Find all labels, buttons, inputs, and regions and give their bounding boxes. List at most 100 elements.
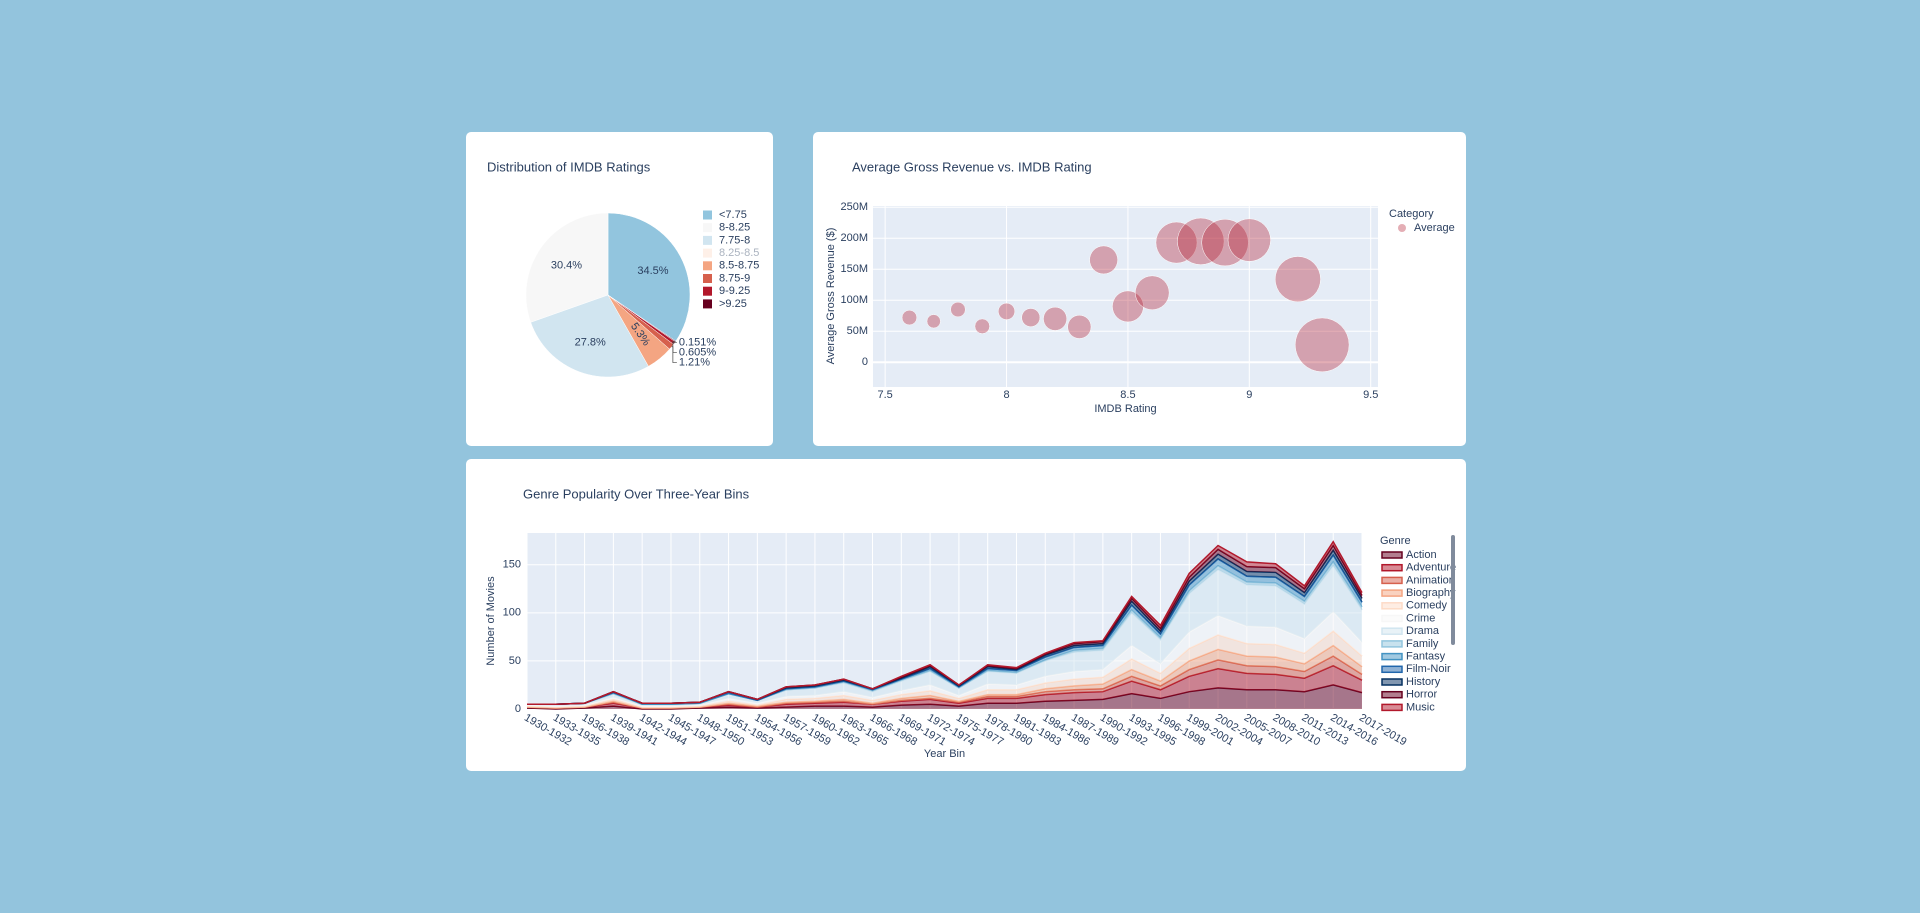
legend-label: >9.25 (719, 298, 747, 310)
chart-title: Distribution of IMDB Ratings (487, 159, 651, 174)
legend-label: 7.75-8 (719, 234, 750, 246)
bubble (1294, 317, 1350, 373)
legend-label: Adventure (1406, 562, 1456, 574)
bubble (1227, 218, 1271, 262)
y-tick-label: 250M (840, 201, 868, 213)
slice-label: 34.5% (637, 265, 668, 277)
x-tick-label: 7.5 (877, 389, 892, 401)
legend-item[interactable]: Animation (1381, 574, 1455, 586)
legend-swatch (703, 299, 712, 309)
legend-item[interactable]: Film-Noir (1381, 663, 1451, 675)
legend-label: Crime (1406, 612, 1435, 624)
legend-item[interactable]: <7.75 (703, 209, 747, 221)
legend-label: Horror (1406, 689, 1438, 701)
legend-label: History (1406, 676, 1441, 688)
legend-item[interactable]: Biography (1381, 587, 1456, 599)
slice-label: 30.4% (551, 260, 582, 272)
legend-item[interactable]: Drama (1381, 625, 1440, 637)
area-line (527, 540, 1363, 705)
legend-label: Animation (1406, 574, 1455, 586)
bubble (1155, 221, 1198, 264)
legend-title: Category (1389, 208, 1434, 220)
legend-marker (1398, 224, 1406, 232)
legend-label: Music (1406, 701, 1435, 713)
legend-swatch (1381, 602, 1403, 610)
x-tick-label: 8.5 (1120, 389, 1135, 401)
bubble (1089, 245, 1118, 275)
legend-item[interactable]: 9-9.25 (703, 285, 750, 297)
legend-scrollbar (1451, 535, 1455, 645)
legend-label: Average (1414, 222, 1455, 234)
x-tick-label: 9.5 (1363, 389, 1378, 401)
y-axis-title: Number of Movies (485, 576, 497, 666)
legend-swatch (703, 286, 712, 296)
x-tick-label: 8 (1003, 389, 1009, 401)
legend-label: Action (1406, 549, 1437, 561)
legend-swatch (1381, 563, 1403, 572)
slice-label: 0.151% (679, 336, 717, 348)
y-tick-label: 50M (847, 325, 868, 337)
legend-item[interactable]: >9.25 (703, 298, 747, 310)
area-fill (527, 684, 1362, 709)
leader-line (671, 346, 677, 363)
legend-swatch (1381, 665, 1403, 674)
leader-line (672, 341, 677, 343)
bubble (998, 302, 1016, 320)
legend-item[interactable]: Action (1381, 549, 1437, 561)
legend-swatch (1381, 627, 1403, 635)
legend-swatch (1381, 551, 1403, 559)
legend-label: 8-8.25 (719, 222, 750, 234)
x-tick-label: 9 (1246, 389, 1252, 401)
legend-item[interactable]: Adventure (1381, 562, 1456, 574)
legend-label: 8.75-9 (719, 272, 750, 284)
legend-item[interactable]: Music (1381, 701, 1435, 713)
legend-swatch (703, 248, 712, 258)
legend-swatch (1381, 690, 1403, 699)
bubble (901, 309, 918, 326)
legend-label: 8.5-8.75 (719, 260, 759, 272)
legend-label: <7.75 (719, 209, 747, 221)
y-tick-label: 200M (840, 232, 868, 244)
y-tick-label: 150 (503, 559, 521, 571)
area-fill (527, 665, 1362, 709)
y-tick-label: 0 (515, 703, 521, 715)
bubble (1067, 314, 1092, 339)
legend-item[interactable]: 8.5-8.75 (703, 260, 759, 272)
bubble (1201, 218, 1249, 267)
bubble (974, 318, 990, 334)
slice-label: 27.8% (575, 337, 606, 349)
legend-swatch (1381, 703, 1403, 712)
plot-area (873, 206, 1378, 387)
legend-item[interactable]: Fantasy (1381, 651, 1446, 663)
legend-swatch (703, 274, 712, 283)
legend-title: Genre (1380, 535, 1411, 547)
y-tick-label: 150M (840, 263, 868, 275)
legend-swatch (1381, 589, 1403, 597)
legend-swatch (1381, 614, 1403, 623)
legend-label: 9-9.25 (719, 285, 750, 297)
bubble (1021, 308, 1041, 327)
x-axis-title: IMDB Rating (1094, 403, 1156, 415)
legend-item[interactable]: History (1381, 676, 1441, 688)
bubble (926, 314, 941, 329)
y-tick-label: 50 (509, 655, 521, 667)
legend-label: Family (1406, 638, 1439, 650)
legend-swatch (1381, 652, 1403, 661)
legend-item[interactable]: Comedy (1381, 600, 1447, 612)
bubble (1274, 256, 1321, 303)
legend-item[interactable]: Average (1398, 222, 1455, 234)
legend-item[interactable]: Horror (1381, 689, 1438, 701)
bubble (1177, 217, 1225, 265)
legend-item[interactable]: 8-8.25 (703, 222, 750, 234)
y-tick-label: 0 (862, 356, 868, 368)
legend-label: 8.25-8.5 (719, 247, 759, 259)
legend-item[interactable]: Family (1381, 638, 1439, 650)
legend-item[interactable]: 7.75-8 (703, 234, 750, 246)
legend-item[interactable]: 8.25-8.5 (703, 247, 759, 259)
slice-label: 0.605% (679, 346, 717, 358)
legend-item[interactable]: 8.75-9 (703, 272, 750, 284)
pie-slice (607, 212, 691, 342)
legend-item[interactable]: Crime (1381, 612, 1435, 624)
